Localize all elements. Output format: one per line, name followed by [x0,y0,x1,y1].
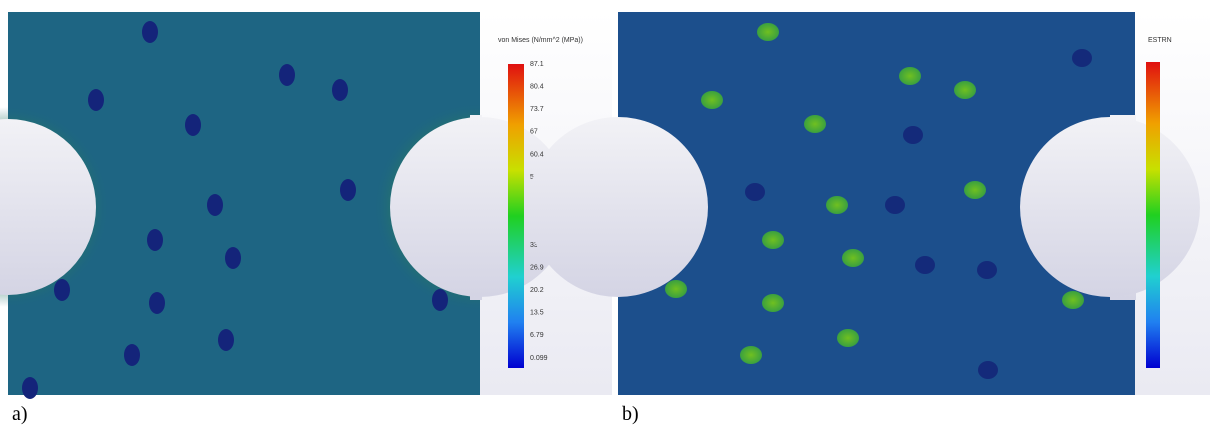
hole [978,361,998,379]
hole [964,181,986,199]
hole [701,91,723,109]
hole [977,261,997,279]
hole [885,196,905,214]
panel-b: ESTRN b) [528,12,1210,425]
hole [207,194,223,216]
hole [837,329,859,347]
legend-label: 73.7 [530,106,544,113]
hole [757,23,779,41]
legend-label: 60.4 [530,151,544,158]
hole [903,126,923,144]
hole [762,231,784,249]
cutout [1020,117,1200,297]
cutout [528,117,708,297]
hole [899,67,921,85]
panel-label: a)1.506e-001.392e-001.277e-001.161e-001.… [12,403,28,425]
hole [218,329,234,351]
legend-title: von Mises (N/mm^2 (MPa)) [498,37,583,44]
hole [332,79,348,101]
hole [225,247,241,269]
hole [54,279,70,301]
hole [149,292,165,314]
hole [185,114,201,136]
hole [124,344,140,366]
legend-label: 6.79 [530,332,544,339]
legend-label: 13.5 [530,310,544,317]
hole [915,256,935,274]
hole [740,346,762,364]
hole [88,89,104,111]
legend-label: 80.4 [530,83,544,90]
hole [804,115,826,133]
legend-title: ESTRN [1148,37,1172,44]
hole [826,196,848,214]
panel-a: von Mises (N/mm^2 (MPa)) a)1.506e-001.39… [0,12,612,425]
colorbar [508,64,524,368]
hole [762,294,784,312]
legend-label: 20.2 [530,287,544,294]
panel-label: b) [622,403,639,425]
hole [842,249,864,267]
hole [1062,291,1084,309]
hole [279,64,295,86]
legend-label: 87.1 [530,61,544,68]
cutout [0,119,96,295]
hole [432,289,448,311]
hole [1072,49,1092,67]
hole [142,21,158,43]
hole [340,179,356,201]
hole [954,81,976,99]
hole [22,377,38,399]
hole [745,183,765,201]
hole [147,229,163,251]
legend-label: 26.9 [530,264,544,271]
hole [665,280,687,298]
legend-label: 0.099 [530,355,548,362]
cutout [390,117,570,297]
legend-label: 67 [530,129,538,136]
colorbar [1146,62,1160,368]
